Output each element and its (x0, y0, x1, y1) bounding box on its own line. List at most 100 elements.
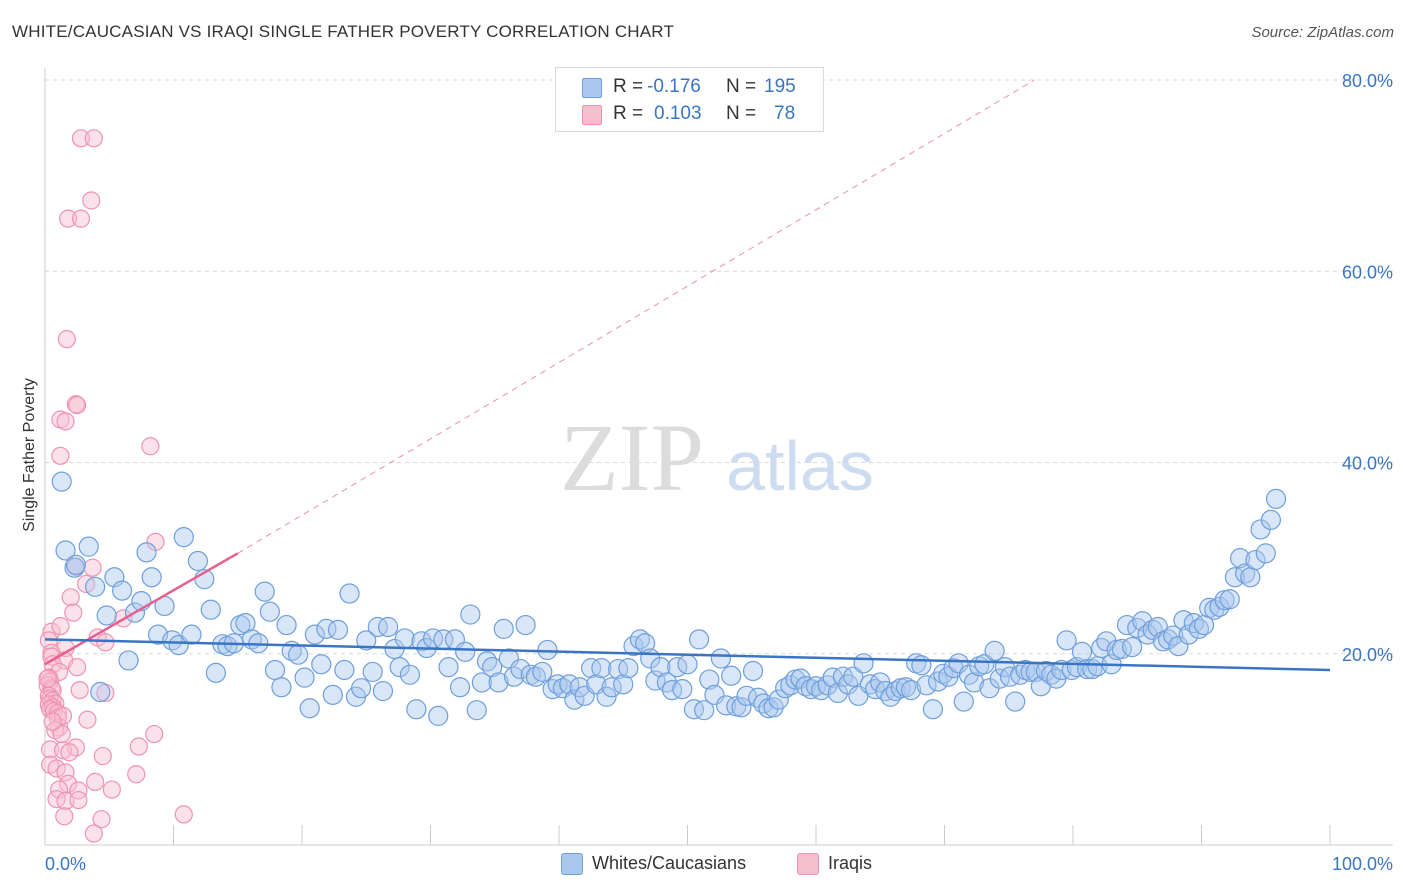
iraqis-point (83, 558, 102, 577)
watermark-atlas: atlas (726, 427, 874, 505)
whites-point (922, 699, 944, 720)
iraqis-point (84, 129, 103, 148)
iraqis-point (102, 780, 121, 799)
whites-point (948, 653, 969, 674)
whites-point (449, 677, 471, 698)
whites-point (650, 657, 671, 678)
whites-point (372, 680, 394, 702)
iraqis-point (56, 412, 75, 431)
whites-point (406, 699, 427, 720)
whites-point (111, 580, 133, 601)
whites-point (173, 526, 194, 548)
whites-point (327, 619, 349, 640)
whites-point (721, 665, 742, 686)
whites-point (141, 567, 162, 588)
watermark-zip: ZIP (560, 404, 704, 511)
iraqis-point (70, 680, 89, 700)
whites-point (65, 554, 86, 575)
whites-point (288, 644, 309, 665)
whites-point (205, 662, 227, 683)
whites-point (953, 691, 974, 712)
whites-point (1240, 567, 1261, 588)
whites-point (1219, 589, 1240, 610)
whites-point (843, 666, 864, 687)
whites-point (672, 679, 693, 700)
legend-r-label: R = (613, 103, 644, 124)
whites-point (1111, 638, 1132, 660)
whites-point (613, 674, 634, 695)
legend-n-label: N = (726, 76, 757, 97)
tick-labels: 20.0% 40.0% 60.0% 80.0% 0.0% 100.0% (45, 71, 1393, 874)
whites-point (460, 604, 481, 625)
whites-point (683, 699, 705, 720)
iraqis-point (60, 743, 79, 762)
grid-lines (45, 79, 1393, 655)
whites-point (618, 657, 639, 679)
iraqis-point (174, 805, 193, 824)
whites-point (1005, 691, 1026, 712)
y-tick-label: 40.0% (1342, 454, 1393, 474)
whites-point (264, 659, 286, 681)
iraqis-trend-extension (237, 79, 1035, 554)
whites-point (362, 661, 383, 683)
iraqis-point (51, 446, 70, 465)
whites-point (377, 616, 399, 638)
whites-point (276, 614, 297, 636)
iraqis-point (82, 191, 101, 210)
iraqis-point (66, 395, 85, 414)
whites-point (493, 618, 514, 639)
whites-point (90, 681, 111, 703)
whites-point (389, 657, 410, 678)
whites-point (1132, 611, 1153, 632)
iraqis-point (52, 724, 71, 744)
iraqis-point (129, 737, 148, 756)
y-axis-label: Single Father Poverty (21, 378, 38, 532)
legend-r-value: 0.103 (654, 103, 702, 124)
iraqis-point (57, 330, 76, 349)
correlation-legend: R = -0.176 N = 195 R = 0.103 N = 78 (555, 67, 824, 132)
whites-point (596, 686, 617, 707)
whites-point (694, 700, 715, 721)
whites-point (911, 655, 932, 676)
whites-point (1056, 630, 1077, 651)
legend-n-label: N = (726, 103, 757, 124)
iraqis-point (64, 603, 83, 622)
whites-point (989, 668, 1010, 689)
whites-point (699, 669, 720, 690)
whites-point (466, 700, 487, 721)
whites-point (591, 657, 612, 679)
whites-point (742, 660, 764, 682)
bottom-legend-swatch-whites (561, 853, 583, 875)
whites-point (339, 583, 360, 604)
whites-point (710, 648, 732, 669)
whites-point (1255, 543, 1276, 564)
whites-point (471, 672, 492, 693)
bottom-legend-label-iraqis: Iraqis (828, 853, 873, 873)
iraqis-point (61, 588, 80, 607)
whites-point (78, 536, 99, 557)
iraqis-point (93, 746, 112, 766)
whites-point (853, 653, 874, 674)
whites-point (1229, 548, 1251, 569)
whites-point (399, 664, 421, 685)
whites-point (984, 640, 1005, 661)
whites-point (187, 550, 209, 572)
whites-point (55, 540, 76, 561)
whites-point (254, 581, 275, 602)
x-tick-label: 0.0% (45, 854, 86, 874)
whites-points (51, 471, 1287, 727)
whites-point (334, 659, 355, 681)
whites-point (661, 679, 683, 701)
whites-point (1066, 657, 1087, 678)
bottom-legend-swatch-iraqis (797, 853, 819, 875)
whites-trend-line (44, 638, 1331, 672)
iraqis-point (69, 781, 88, 800)
iraqis-point (43, 712, 62, 731)
whites-point (311, 654, 332, 675)
whites-point (482, 657, 503, 678)
whites-point (51, 471, 72, 492)
whites-point (299, 698, 320, 719)
iraqis-point (41, 740, 60, 759)
iraqis-point (47, 759, 66, 778)
whites-point (356, 630, 377, 651)
